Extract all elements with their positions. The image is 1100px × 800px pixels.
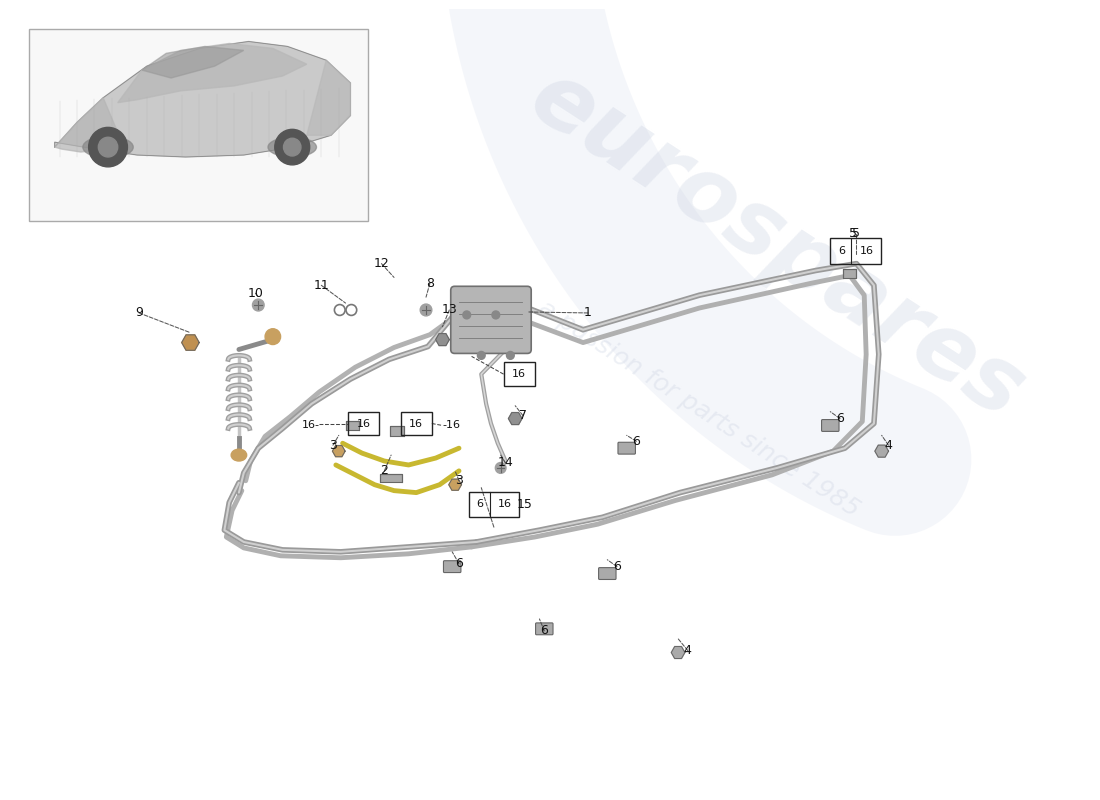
Ellipse shape [268, 138, 317, 157]
Polygon shape [118, 43, 307, 102]
FancyBboxPatch shape [598, 568, 616, 579]
Text: 6: 6 [836, 412, 844, 425]
Text: 16: 16 [859, 246, 873, 256]
Text: 7: 7 [519, 409, 527, 422]
Polygon shape [55, 98, 118, 152]
Ellipse shape [231, 449, 246, 461]
Polygon shape [671, 646, 685, 658]
Ellipse shape [82, 136, 133, 158]
Text: 16: 16 [409, 418, 424, 429]
Text: 15: 15 [517, 498, 532, 511]
Bar [469, 492, 519, 518]
Text: 16: 16 [498, 499, 512, 510]
Text: 10: 10 [248, 286, 263, 300]
Bar [381, 474, 402, 482]
Circle shape [420, 304, 432, 316]
Text: 6: 6 [838, 246, 845, 256]
Circle shape [506, 351, 514, 359]
Bar [504, 362, 535, 386]
Circle shape [98, 138, 118, 157]
Bar [345, 421, 359, 430]
Text: 3: 3 [455, 474, 463, 487]
Text: eurospares: eurospares [514, 54, 1041, 438]
Text: 6: 6 [476, 499, 483, 510]
Text: 16-: 16- [301, 421, 319, 430]
Circle shape [284, 138, 301, 156]
Text: 16: 16 [358, 418, 371, 429]
Circle shape [265, 329, 280, 345]
Circle shape [89, 127, 128, 167]
Polygon shape [142, 46, 244, 78]
Circle shape [253, 299, 264, 311]
Text: 12: 12 [374, 257, 389, 270]
Circle shape [477, 351, 485, 359]
Bar [390, 426, 404, 436]
Text: 2: 2 [381, 464, 388, 478]
FancyBboxPatch shape [822, 419, 839, 431]
Text: 6: 6 [613, 560, 620, 573]
Polygon shape [182, 335, 199, 350]
Text: 8: 8 [426, 277, 433, 290]
Text: 5: 5 [852, 227, 860, 241]
Circle shape [275, 130, 310, 165]
Bar [400, 412, 432, 435]
Circle shape [463, 311, 471, 319]
Polygon shape [508, 413, 522, 425]
FancyBboxPatch shape [443, 561, 461, 573]
FancyBboxPatch shape [536, 623, 553, 634]
Bar [830, 238, 881, 263]
Text: 14: 14 [497, 457, 514, 470]
Text: 6: 6 [632, 434, 640, 448]
Polygon shape [874, 445, 889, 457]
Bar [843, 269, 857, 278]
Text: 6: 6 [455, 557, 463, 570]
Polygon shape [55, 42, 351, 157]
Bar [349, 412, 379, 435]
Polygon shape [332, 446, 345, 457]
Text: 9: 9 [135, 306, 143, 319]
Text: -16: -16 [442, 421, 461, 430]
Text: 11: 11 [314, 279, 329, 292]
Text: 1: 1 [584, 306, 592, 319]
Polygon shape [436, 334, 449, 346]
Text: 6: 6 [540, 624, 548, 638]
FancyBboxPatch shape [618, 442, 636, 454]
Text: 4: 4 [884, 438, 892, 452]
Text: 13: 13 [441, 303, 458, 317]
Polygon shape [307, 60, 351, 135]
Text: 16: 16 [513, 369, 526, 379]
Text: 4: 4 [684, 644, 692, 657]
Polygon shape [449, 479, 461, 490]
Text: 5: 5 [848, 227, 857, 241]
Text: 3: 3 [329, 438, 337, 452]
Circle shape [495, 462, 506, 474]
Circle shape [492, 311, 499, 319]
FancyBboxPatch shape [451, 286, 531, 354]
Bar [29, 29, 367, 221]
Text: a passion for parts since 1985: a passion for parts since 1985 [535, 296, 865, 522]
